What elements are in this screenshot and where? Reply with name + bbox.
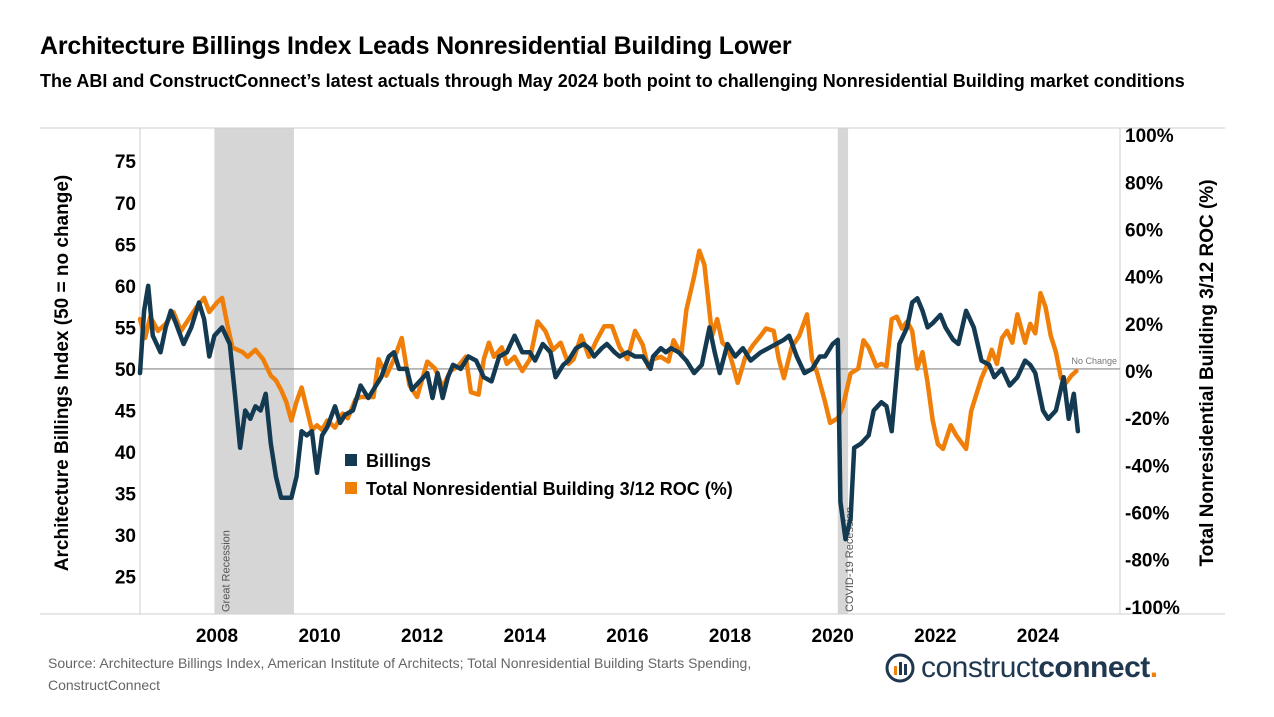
y-left-axis-title: Architecture Billings Index (50 = no cha… (52, 175, 73, 571)
y-left-tick-label: 75 (115, 152, 137, 173)
y-right-tick-label: -100% (1125, 598, 1180, 619)
y-left-tick-label: 45 (115, 401, 137, 422)
y-left-tick-label: 35 (115, 485, 137, 506)
x-tick-label: 2014 (504, 626, 547, 647)
y-right-axis-title: Total Nonresidential Building 3/12 ROC (… (1197, 179, 1218, 566)
y-left-tick-label: 40 (115, 443, 136, 464)
legend: Billings Total Nonresidential Building 3/… (345, 451, 733, 499)
legend-swatch-billings (345, 454, 357, 466)
source-note: Source: Architecture Billings Index, Ame… (48, 652, 808, 696)
y-right-tick-label: -80% (1125, 551, 1169, 572)
logo-text-bold: connect (1038, 651, 1150, 685)
x-tick-label: 2012 (401, 626, 443, 647)
x-tick-label: 2022 (914, 626, 956, 647)
y-left-tick-label: 60 (115, 277, 136, 298)
logo-dot: . (1150, 651, 1158, 685)
logo-text-light: construct (921, 651, 1038, 685)
x-tick-label: 2018 (709, 626, 751, 647)
chart-canvas: Great Recession COVID-19 Recession No Cha… (0, 0, 1274, 717)
y-right-tick-label: 20% (1125, 315, 1163, 336)
y-left-tick-label: 70 (115, 194, 136, 215)
constructconnect-logo: construct connect. (885, 650, 1158, 686)
x-tick-label: 2020 (812, 626, 854, 647)
legend-label-billings: Billings (366, 451, 431, 471)
x-tick-label: 2016 (606, 626, 648, 647)
y-right-tick-label: -60% (1125, 504, 1169, 525)
legend-label-nonres: Total Nonresidential Building 3/12 ROC (… (366, 479, 733, 499)
y-left-tick-label: 25 (115, 568, 137, 589)
y-right-tick-label: 100% (1125, 126, 1174, 147)
y-right-tick-label: -20% (1125, 409, 1169, 430)
y-left-tick-label: 30 (115, 526, 136, 547)
y-right-tick-label: 80% (1125, 173, 1163, 194)
x-tick-label: 2024 (1017, 626, 1060, 647)
legend-swatch-nonres (345, 482, 357, 494)
y-right-tick-label: 60% (1125, 220, 1163, 241)
x-tick-label: 2008 (196, 626, 238, 647)
y-left-tick-label: 65 (115, 235, 137, 256)
y-right-tick-label: 0% (1125, 362, 1153, 383)
no-change-label: No Change (1071, 356, 1117, 366)
recession-label: Great Recession (220, 530, 232, 612)
y-right-tick-label: 40% (1125, 268, 1163, 289)
logo-mark-icon (885, 653, 915, 683)
recession-shading: Great Recession COVID-19 Recession (214, 128, 855, 614)
x-tick-label: 2010 (298, 626, 340, 647)
y-left-tick-label: 55 (115, 318, 137, 339)
y-right-tick-label: -40% (1125, 456, 1169, 477)
y-left-tick-label: 50 (115, 360, 136, 381)
